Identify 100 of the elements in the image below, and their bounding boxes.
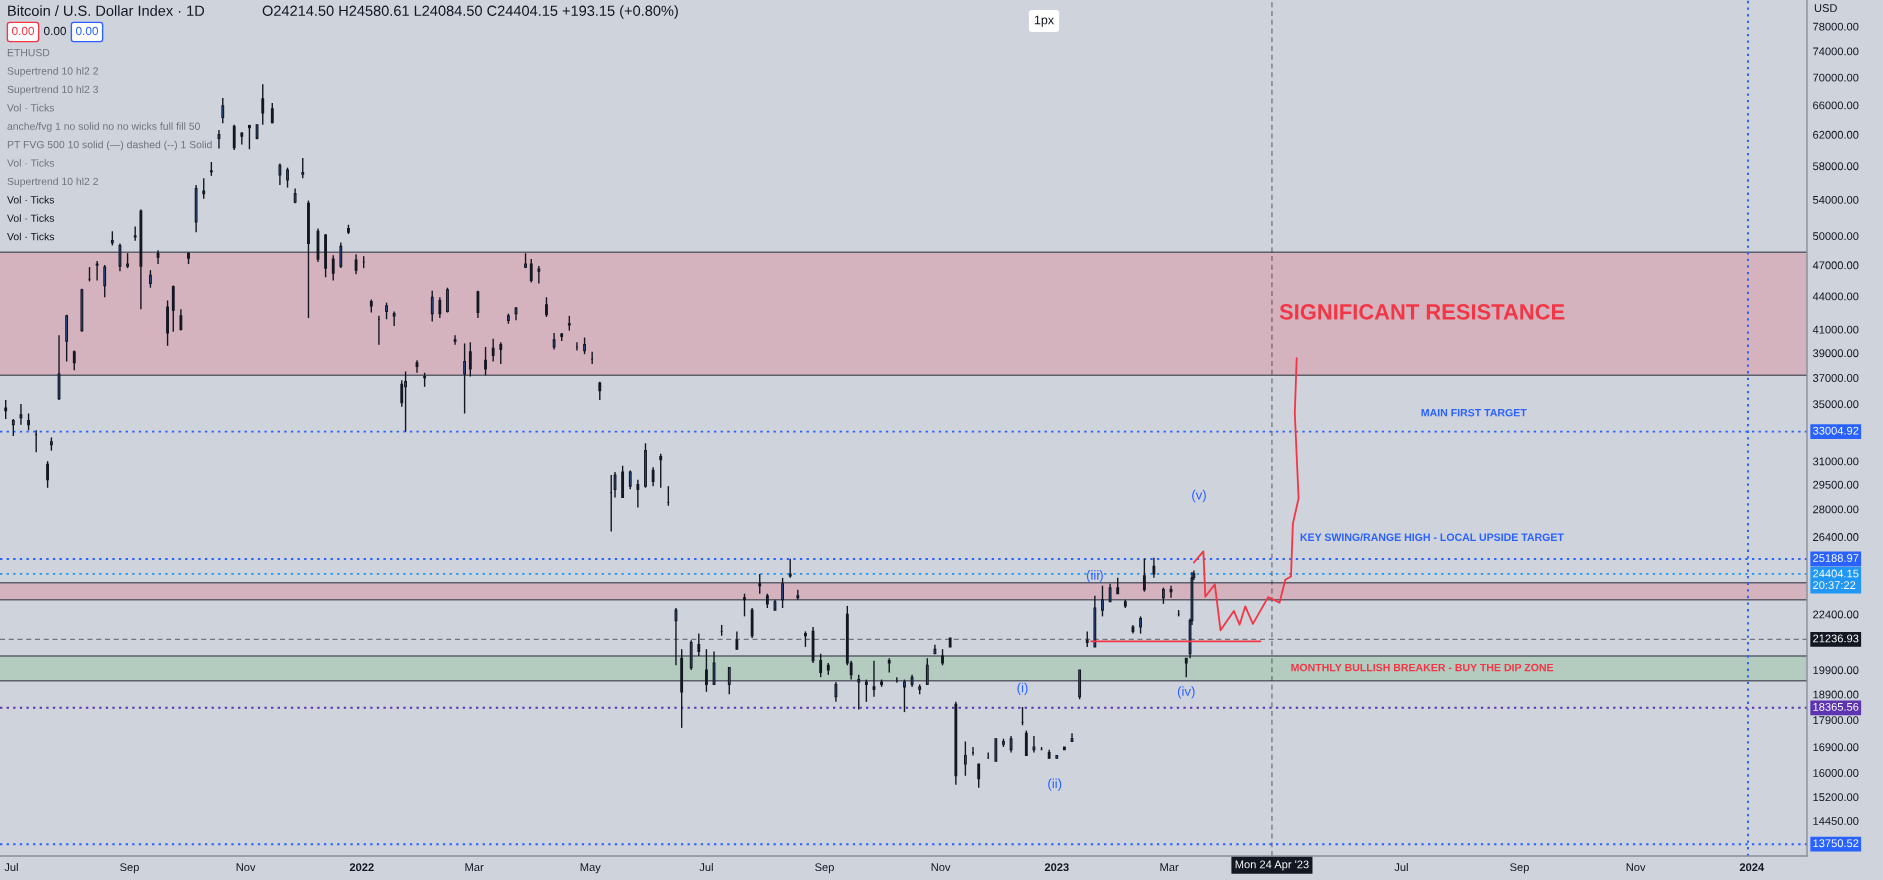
- annotation: Supertrend 10 hl2 2: [7, 177, 98, 188]
- y-tick-label: 29500.00: [1813, 480, 1859, 489]
- candlestick: [674, 607, 678, 667]
- band-label: SIGNIFICANT RESISTANCE: [1279, 304, 1565, 320]
- candlestick: [347, 224, 350, 235]
- y-tick-label: 58000.00: [1813, 162, 1859, 171]
- y-tick-label: 28000.00: [1813, 505, 1859, 514]
- x-tick-label: Sep: [1510, 863, 1529, 874]
- candlestick: [727, 666, 731, 696]
- candlestick: [324, 233, 328, 278]
- x-tick-label: Jul: [699, 862, 713, 872]
- y-tick-label: 14450.00: [1813, 817, 1859, 825]
- candlestick: [261, 83, 265, 126]
- candlestick: [1108, 583, 1112, 603]
- candlestick: [149, 269, 152, 289]
- y-tick-label: 50000.00: [1813, 232, 1859, 241]
- annotation: 1px: [1034, 15, 1054, 27]
- candlestick: [491, 338, 495, 363]
- candlestick: [453, 334, 457, 346]
- x-tick-label: May: [580, 863, 601, 874]
- annotation: Vol · Ticks: [7, 195, 55, 204]
- candlestick: [1070, 732, 1074, 743]
- candlestick: [796, 588, 800, 601]
- candlestick: [385, 301, 388, 320]
- annotation: 0.00: [75, 26, 99, 36]
- candlestick: [468, 341, 472, 378]
- candlestick: [278, 162, 282, 186]
- annotation: Supertrend 10 hl2 3: [7, 85, 99, 96]
- annotation: 0.00: [43, 26, 67, 36]
- ref-line-label: Mon 24 Apr '23: [1235, 860, 1309, 871]
- candlestick: [307, 199, 310, 319]
- y-tick-label: 66000.00: [1813, 101, 1859, 110]
- x-tick-label: Nov: [931, 863, 951, 872]
- candlestick: [438, 296, 442, 319]
- candlestick: [819, 653, 823, 678]
- candlestick: [400, 379, 404, 408]
- candlestick: [628, 469, 632, 491]
- candlestick: [248, 124, 251, 150]
- y-tick-label: 44000.00: [1812, 292, 1859, 301]
- candlestick: [613, 471, 617, 499]
- candlestick: [781, 577, 785, 609]
- candlestick: [354, 253, 358, 275]
- candlestick: [1142, 558, 1146, 593]
- candlestick: [232, 124, 236, 151]
- ref-line-label: 21236.93: [1813, 634, 1859, 643]
- annotation: (i): [1017, 682, 1028, 696]
- candlestick: [202, 177, 206, 200]
- x-tick-label: 2024: [1739, 863, 1765, 872]
- candlestick: [941, 648, 944, 667]
- candlestick: [476, 290, 480, 319]
- candlestick: [659, 452, 663, 489]
- candlestick: [857, 674, 861, 711]
- candlestick: [994, 738, 998, 762]
- y-tick-label: 39000.00: [1812, 349, 1859, 358]
- candlestick: [636, 479, 640, 509]
- candlestick: [1032, 735, 1036, 754]
- band-label: MONTHLY BULLISH BREAKER - BUY THE DIP ZONE: [1291, 663, 1554, 672]
- candlestick: [697, 632, 701, 657]
- candlestick: [1184, 657, 1188, 678]
- candlestick: [1101, 585, 1104, 618]
- candlestick: [156, 249, 160, 265]
- y-tick-label: 18900.00: [1813, 690, 1859, 699]
- line-series: [1192, 357, 1300, 632]
- candlestick: [19, 403, 23, 426]
- candlestick: [392, 310, 396, 327]
- x-tick-label: Jul: [4, 862, 18, 872]
- y-tick-label: 35000.00: [1812, 400, 1859, 409]
- candlestick: [1062, 746, 1066, 751]
- candlestick: [834, 681, 838, 703]
- y-tick-label: 74000.00: [1813, 47, 1859, 56]
- candlestick: [331, 254, 335, 282]
- annotation: Supertrend 10 hl2 2: [7, 67, 98, 77]
- y-tick-label: 19900.00: [1813, 666, 1859, 675]
- candlestick: [95, 260, 99, 282]
- annotation: 0.00: [11, 26, 35, 36]
- candlestick: [1002, 738, 1005, 748]
- x-tick-label: 2023: [1044, 863, 1069, 872]
- candlestick: [977, 763, 981, 789]
- y-tick-label: 62000.00: [1813, 130, 1859, 139]
- candlestick: [895, 676, 899, 683]
- candlestick: [1139, 615, 1142, 635]
- annotation: MAIN FIRST TARGET: [1421, 408, 1527, 417]
- candlestick: [286, 166, 289, 189]
- candlestick: [705, 648, 708, 693]
- candlestick: [415, 359, 419, 374]
- candlestick: [963, 740, 967, 777]
- candlestick: [179, 308, 183, 332]
- ref-line-label: 33004.92: [1812, 426, 1859, 435]
- candlestick: [49, 436, 53, 452]
- x-tick-label: Sep: [120, 863, 139, 874]
- x-tick-label: Mar: [465, 863, 484, 872]
- y-tick-label: 16900.00: [1813, 743, 1859, 752]
- candlestick: [864, 678, 868, 703]
- y-tick-label: 26400.00: [1813, 533, 1859, 541]
- chart-title: Bitcoin / U.S. Dollar Index · 1D: [8, 5, 205, 16]
- candlestick: [118, 242, 122, 272]
- candlestick: [217, 129, 221, 150]
- y-tick-label: 15200.00: [1813, 793, 1859, 802]
- candlestick: [590, 351, 594, 365]
- chart-subtitle: O24214.50 H24580.61 L24084.50 C24404.15 +193.15 (+0.80%): [262, 5, 678, 19]
